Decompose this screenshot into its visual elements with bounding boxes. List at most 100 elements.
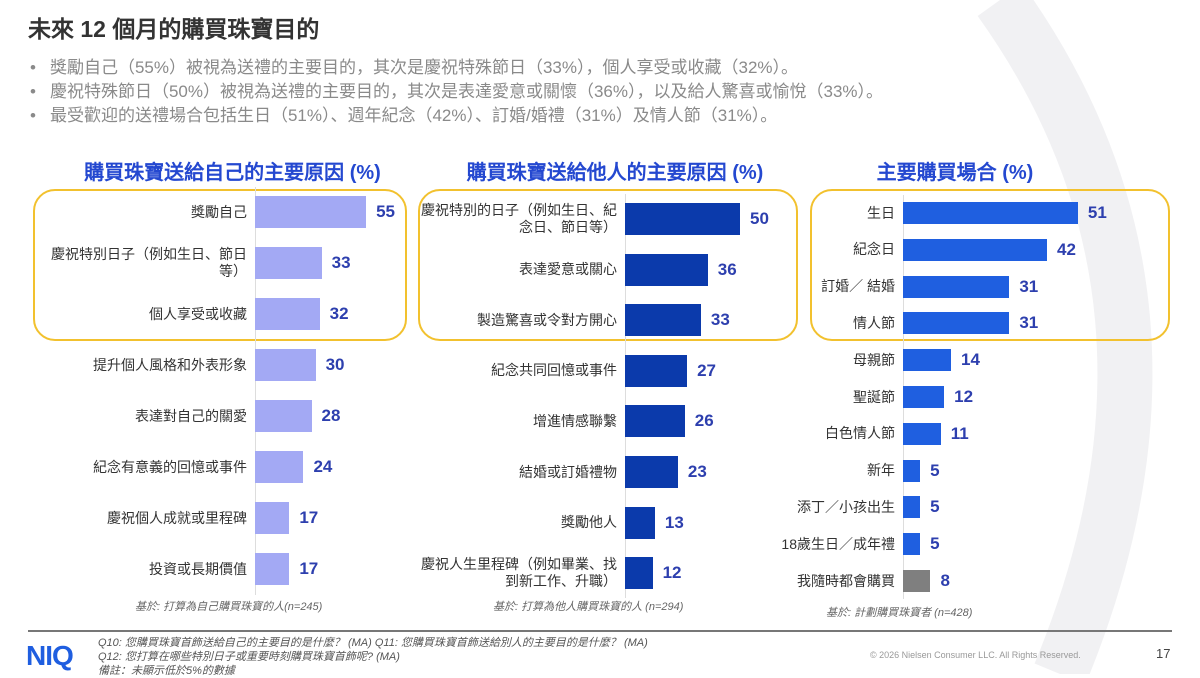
bar bbox=[903, 459, 921, 482]
category-label: 18歲生日／成年禮 bbox=[745, 527, 895, 561]
highlight-box bbox=[33, 189, 407, 341]
category-label: 白色情人節 bbox=[745, 417, 895, 451]
category-label-text: 紀念日 bbox=[853, 241, 895, 258]
data-label: 32 bbox=[329, 304, 349, 323]
chart-title: 主要購買場合 (%) bbox=[876, 162, 1034, 184]
bar bbox=[903, 238, 1048, 261]
category-label-text: 獎勵自己 bbox=[191, 203, 247, 220]
highlight-box bbox=[810, 189, 1170, 341]
bar bbox=[255, 298, 320, 330]
bar bbox=[625, 557, 653, 590]
bar bbox=[625, 456, 678, 488]
page-title: 未來 12 個月的購買珠寶目的 bbox=[28, 16, 320, 42]
data-label: 30 bbox=[325, 355, 345, 374]
bar bbox=[625, 506, 655, 539]
category-label-text: 結婚或訂婚禮物 bbox=[519, 463, 617, 480]
summary-bullets: 獎勵自己（55%）被視為送禮的主要目的，其次是慶祝特殊節日（33%），個人享受或… bbox=[30, 56, 1170, 128]
category-label-text: 訂婚／ 結婚 bbox=[821, 278, 895, 295]
footer-divider bbox=[28, 630, 1172, 632]
category-label: 紀念日 bbox=[745, 233, 895, 267]
data-label: 27 bbox=[697, 360, 717, 380]
bar bbox=[903, 386, 945, 408]
bar bbox=[903, 349, 952, 372]
bar bbox=[255, 196, 367, 228]
category-label: 慶祝個人成就或里程碑 bbox=[47, 501, 247, 535]
highlight-box bbox=[418, 189, 798, 341]
data-label: 33 bbox=[710, 310, 730, 330]
category-label-text: 慶祝人生里程碑（例如畢業、找到新工作、升職） bbox=[421, 556, 617, 590]
bar bbox=[625, 354, 688, 387]
chart-title: 購買珠寶送給自己的主要原因 (%) bbox=[84, 162, 381, 184]
category-label: 情人節 bbox=[745, 306, 895, 340]
category-label-text: 添丁／小孩出生 bbox=[797, 498, 895, 515]
category-label: 新年 bbox=[745, 454, 895, 488]
base-note: 基於: 打算為他人購買珠寶的人 (n=294) bbox=[493, 601, 684, 613]
bar bbox=[625, 203, 740, 235]
bar bbox=[255, 349, 316, 381]
data-label: 13 bbox=[664, 512, 684, 532]
bar bbox=[625, 405, 685, 438]
bullet: 最受歡迎的送禮場合包括生日（51%）、週年紀念（42%）、訂婚/婚禮（31%）及… bbox=[30, 104, 1170, 128]
category-label: 慶祝特別的日子（例如生日、紀念日、節日等） bbox=[417, 202, 617, 236]
category-label: 聖誕節 bbox=[745, 380, 895, 414]
category-label: 訂婚／ 結婚 bbox=[745, 270, 895, 304]
category-label-text: 母親節 bbox=[853, 351, 895, 368]
data-label: 12 bbox=[954, 387, 974, 406]
data-label: 5 bbox=[930, 497, 940, 517]
category-label-text: 投資或長期價值 bbox=[149, 560, 247, 577]
category-label-text: 慶祝特別的日子（例如生日、紀念日、節日等） bbox=[421, 202, 617, 235]
category-label-text: 白色情人節 bbox=[825, 425, 895, 442]
footer-note: Q10: 您購買珠寶首飾送給自己的主要目的是什麼？ (MA) Q11: 您購買珠… bbox=[98, 637, 648, 649]
data-label: 26 bbox=[694, 411, 714, 431]
category-label-text: 個人享受或收藏 bbox=[149, 305, 247, 322]
data-label: 12 bbox=[662, 563, 682, 583]
bar bbox=[255, 451, 304, 483]
data-label: 55 bbox=[376, 202, 396, 221]
category-label: 慶祝人生里程碑（例如畢業、找到新工作、升職） bbox=[417, 556, 617, 590]
bar bbox=[625, 253, 708, 286]
category-label-text: 情人節 bbox=[853, 314, 895, 331]
category-label: 我隨時都會購買 bbox=[745, 564, 895, 598]
category-label: 添丁／小孩出生 bbox=[745, 490, 895, 524]
category-label-text: 新年 bbox=[867, 462, 895, 479]
bullet: 獎勵自己（55%）被視為送禮的主要目的，其次是慶祝特殊節日（33%），個人享受或… bbox=[30, 56, 1170, 80]
category-label: 獎勵自己 bbox=[47, 195, 247, 229]
bar bbox=[903, 312, 1010, 335]
category-label-text: 慶祝個人成就或里程碑 bbox=[107, 509, 247, 526]
category-label-text: 獎勵他人 bbox=[561, 514, 617, 531]
data-label: 14 bbox=[961, 350, 980, 370]
data-label: 24 bbox=[313, 457, 333, 476]
base-note: 基於: 打算為自己購買珠寶的人(n=245) bbox=[135, 601, 323, 613]
base-note: 基於: 計劃購買珠寶者 (n=428) bbox=[826, 607, 973, 619]
category-label-text: 紀念共同回憶或事件 bbox=[491, 362, 617, 379]
bar bbox=[903, 496, 921, 519]
category-label-text: 紀念有意義的回憶或事件 bbox=[93, 458, 247, 475]
category-label-text: 表達對自己的關愛 bbox=[135, 407, 247, 424]
category-label: 紀念有意義的回憶或事件 bbox=[47, 450, 247, 484]
category-label-text: 我隨時都會購買 bbox=[797, 572, 895, 589]
bar bbox=[625, 304, 701, 337]
data-label: 50 bbox=[750, 209, 769, 228]
category-label: 生日 bbox=[745, 196, 895, 230]
category-label-text: 表達愛意或關心 bbox=[519, 261, 617, 278]
page-number: 17 bbox=[1156, 646, 1171, 661]
category-label: 增進情感聯繫 bbox=[417, 404, 617, 438]
data-label: 31 bbox=[1019, 276, 1039, 296]
bar bbox=[255, 502, 290, 534]
category-label: 提升個人風格和外表形象 bbox=[47, 348, 247, 382]
category-label: 紀念共同回憶或事件 bbox=[417, 354, 617, 388]
data-label: 31 bbox=[1019, 313, 1039, 333]
data-label: 28 bbox=[321, 406, 341, 425]
category-label: 獎勵他人 bbox=[417, 506, 617, 540]
category-label: 投資或長期價值 bbox=[47, 552, 247, 586]
category-label: 個人享受或收藏 bbox=[47, 297, 247, 331]
category-label: 表達對自己的關愛 bbox=[47, 399, 247, 433]
category-label: 母親節 bbox=[745, 343, 895, 377]
bar bbox=[903, 533, 921, 556]
category-label-text: 生日 bbox=[867, 204, 895, 221]
category-label-text: 聖誕節 bbox=[853, 388, 895, 405]
category-label-text: 提升個人風格和外表形象 bbox=[93, 356, 247, 373]
data-label: 17 bbox=[299, 508, 319, 527]
data-label: 17 bbox=[299, 559, 319, 578]
bar bbox=[255, 247, 322, 279]
